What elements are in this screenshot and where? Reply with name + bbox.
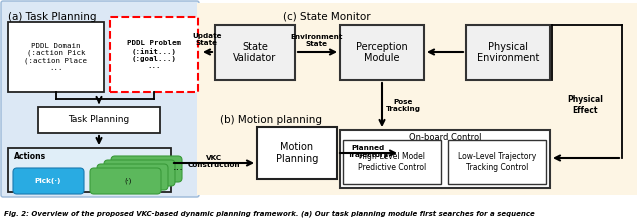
FancyBboxPatch shape (38, 107, 160, 133)
FancyBboxPatch shape (13, 168, 84, 194)
Text: PDDL Problem
(:init...)
(:goal...)
...: PDDL Problem (:init...) (:goal...) ... (127, 41, 181, 68)
FancyBboxPatch shape (111, 156, 182, 182)
Text: (c) State Monitor: (c) State Monitor (283, 12, 371, 22)
FancyBboxPatch shape (8, 22, 104, 92)
Text: Update
State: Update State (192, 33, 221, 46)
FancyBboxPatch shape (104, 160, 175, 186)
Text: Planned
Trajectory: Planned Trajectory (348, 145, 389, 158)
FancyBboxPatch shape (1, 1, 199, 197)
Text: Low-Level Trajectory
Tracking Control: Low-Level Trajectory Tracking Control (458, 152, 536, 172)
Text: (·): (·) (125, 178, 132, 184)
Text: (a) Task Planning: (a) Task Planning (8, 12, 97, 22)
Text: High-Level Model
Predictive Control: High-Level Model Predictive Control (358, 152, 426, 172)
Text: PDDL Domain
(:action Pick
(:action Place
...: PDDL Domain (:action Pick (:action Place… (24, 43, 88, 71)
Bar (197, 3, 637, 195)
Text: Pick(·): Pick(·) (35, 178, 61, 184)
FancyBboxPatch shape (340, 25, 424, 80)
FancyBboxPatch shape (466, 25, 550, 80)
FancyBboxPatch shape (257, 127, 337, 179)
FancyBboxPatch shape (215, 25, 295, 80)
FancyBboxPatch shape (448, 140, 546, 184)
Text: State
Validator: State Validator (234, 42, 276, 63)
Text: Task Planning: Task Planning (68, 116, 130, 124)
Text: On-board Control: On-board Control (409, 133, 481, 142)
Text: (b) Motion planning: (b) Motion planning (220, 115, 322, 125)
Text: (·): (·) (146, 166, 153, 172)
FancyBboxPatch shape (8, 148, 171, 192)
FancyBboxPatch shape (110, 17, 198, 92)
Text: Motion
Planning: Motion Planning (276, 142, 318, 164)
Text: (·): (·) (139, 170, 146, 176)
FancyBboxPatch shape (90, 168, 161, 194)
Text: VKC
Construction: VKC Construction (188, 155, 240, 168)
Text: Fig. 2: Overview of the proposed VKC-based dynamic planning framework. (a) Our t: Fig. 2: Overview of the proposed VKC-bas… (4, 210, 535, 217)
Text: ···: ··· (173, 165, 184, 175)
Text: Environment
State: Environment State (291, 34, 343, 47)
Text: Pose
Tracking: Pose Tracking (386, 99, 421, 111)
FancyBboxPatch shape (343, 140, 441, 184)
Text: Actions: Actions (14, 152, 46, 161)
Text: (·): (·) (132, 174, 139, 180)
FancyBboxPatch shape (97, 164, 168, 190)
FancyBboxPatch shape (340, 130, 550, 188)
Text: Physical
Effect: Physical Effect (567, 95, 603, 115)
Text: Perception
Module: Perception Module (356, 42, 408, 63)
Text: Physical
Environment: Physical Environment (477, 42, 539, 63)
